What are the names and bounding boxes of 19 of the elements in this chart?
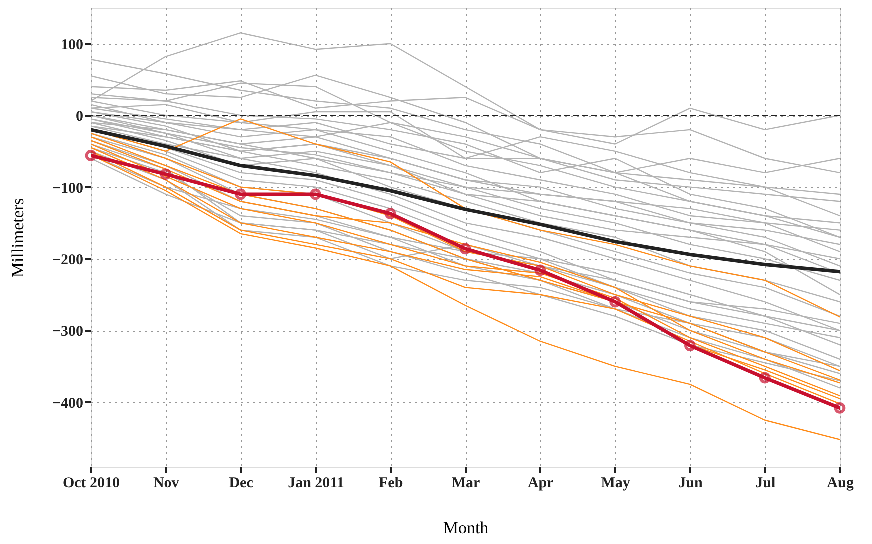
- y-tick-label: −300: [52, 324, 84, 340]
- y-tick-label: 100: [61, 37, 84, 54]
- y-tick-label: −400: [52, 396, 84, 412]
- y-tick-label: −100: [52, 180, 84, 197]
- x-tick-label: Jul: [756, 476, 776, 492]
- x-tick-label: Aug: [827, 476, 854, 492]
- x-tick-label: Oct 2010: [62, 476, 120, 492]
- x-tick-label: Jun: [678, 476, 704, 492]
- y-axis-title: Millimeters: [8, 198, 28, 278]
- x-tick-label: Apr: [528, 476, 554, 492]
- x-tick-label: May: [601, 476, 631, 492]
- x-axis-title: Month: [443, 518, 490, 538]
- x-tick-label: Jan 2011: [288, 476, 344, 492]
- y-tick-label: 0: [76, 109, 84, 126]
- x-tick-label: Feb: [379, 476, 404, 492]
- x-tick-label: Dec: [229, 476, 254, 492]
- y-tick-label: −200: [52, 252, 84, 269]
- x-tick-label: Mar: [452, 476, 480, 492]
- x-tick-label: Nov: [153, 476, 180, 492]
